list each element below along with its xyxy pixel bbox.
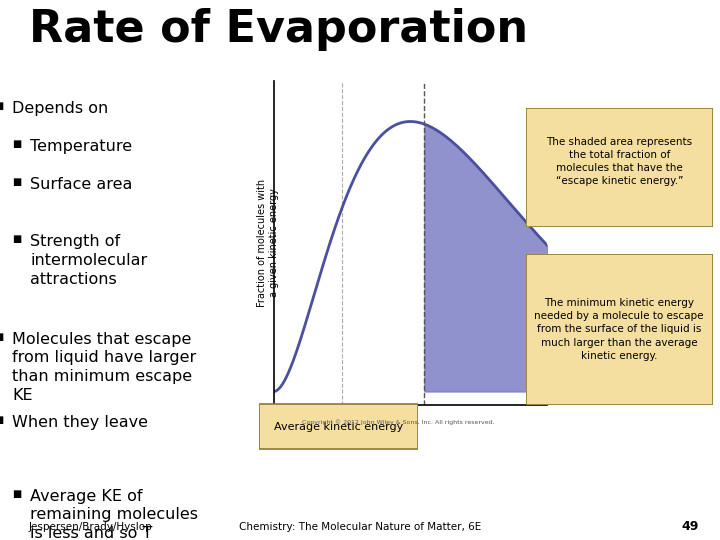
Text: Temperature: Temperature [30, 139, 132, 154]
Text: Molecules that escape
from liquid have larger
than minimum escape
KE: Molecules that escape from liquid have l… [12, 332, 197, 403]
Text: ■: ■ [0, 332, 3, 342]
FancyBboxPatch shape [526, 254, 713, 405]
Text: Depends on: Depends on [12, 102, 108, 116]
Text: Kinetic
energy: Kinetic energy [323, 417, 362, 438]
Text: Average kinetic energy: Average kinetic energy [274, 422, 403, 431]
Text: ■: ■ [0, 102, 3, 111]
Text: Strength of
intermolecular
attractions: Strength of intermolecular attractions [30, 234, 148, 287]
Text: ■: ■ [0, 415, 3, 425]
Text: When they leave: When they leave [12, 415, 148, 430]
Text: Chemistry: The Molecular Nature of Matter, 6E: Chemistry: The Molecular Nature of Matte… [239, 522, 481, 531]
Y-axis label: Fraction of molecules with
a given kinetic energy: Fraction of molecules with a given kinet… [257, 179, 279, 307]
Text: Surface area: Surface area [30, 177, 132, 192]
Text: Jespersen/Brady/Hyslop: Jespersen/Brady/Hyslop [29, 522, 153, 531]
Text: The shaded area represents
the total fraction of
molecules that have the
“escape: The shaded area represents the total fra… [546, 137, 692, 186]
Text: Rate of Evaporation: Rate of Evaporation [29, 8, 528, 51]
Text: ■: ■ [12, 139, 22, 150]
Text: 49: 49 [681, 520, 698, 533]
Text: ■: ■ [12, 177, 22, 187]
Text: ■: ■ [12, 489, 22, 498]
FancyBboxPatch shape [259, 404, 418, 449]
Text: Average KE of
remaining molecules
is less and so T
lower: Average KE of remaining molecules is les… [30, 489, 198, 540]
Text: ■: ■ [12, 234, 22, 245]
Text: The minimum kinetic energy
needed by a molecule to escape
from the surface of th: The minimum kinetic energy needed by a m… [534, 298, 704, 361]
Text: Copyright © 2012 John Wiley & Sons, Inc. All rights reserved.: Copyright © 2012 John Wiley & Sons, Inc.… [302, 419, 495, 425]
FancyBboxPatch shape [526, 108, 713, 227]
